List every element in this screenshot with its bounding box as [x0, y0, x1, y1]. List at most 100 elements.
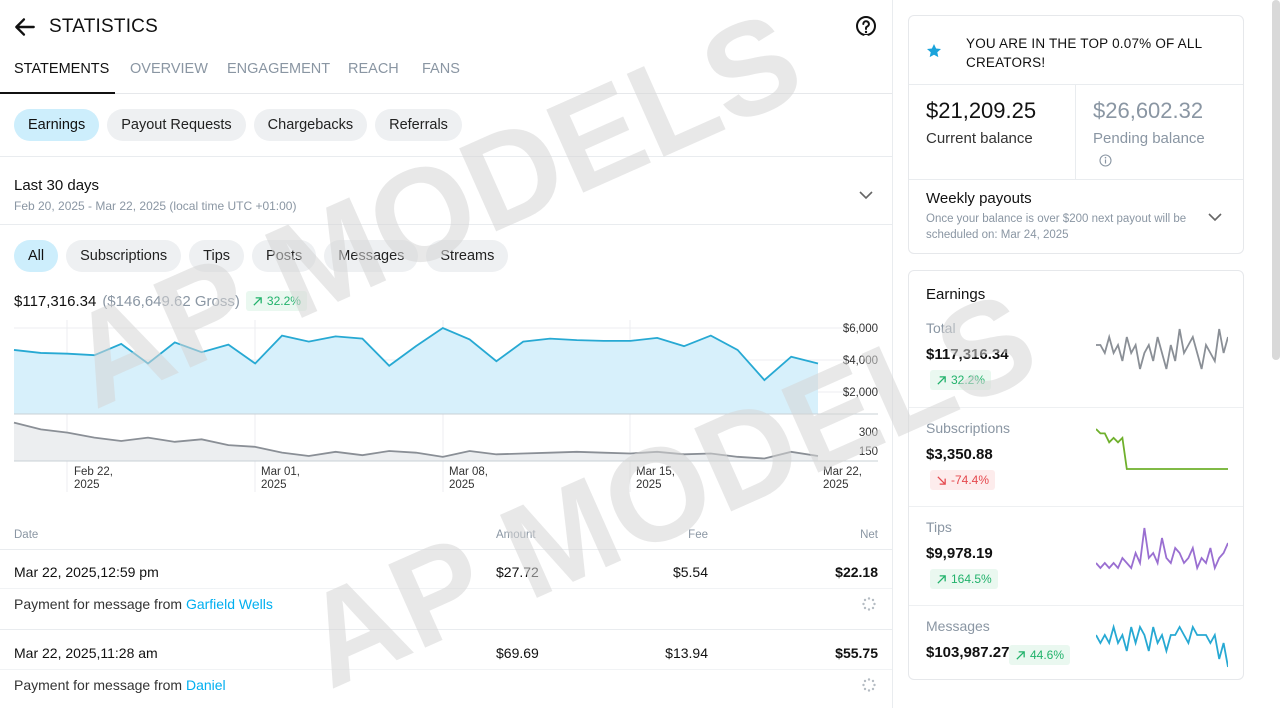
tab-reach[interactable]: REACH: [348, 61, 399, 77]
divider: [0, 629, 892, 630]
chip-referrals[interactable]: Referrals: [375, 109, 462, 141]
table-header: Date Amount Fee Net: [0, 529, 892, 549]
divider: [909, 84, 1243, 85]
change-badge: 164.5%: [930, 569, 998, 589]
metric-label: Total: [926, 320, 956, 336]
metric-value: $103,987.27: [926, 644, 1010, 661]
row-desc-text: Payment for message from: [14, 677, 186, 693]
filter-tips[interactable]: Tips: [189, 240, 245, 272]
top-bar: STATISTICS: [0, 0, 892, 54]
arrow-left-icon[interactable]: [12, 14, 38, 40]
loading-spinner-icon: [862, 678, 876, 692]
arrow-up-right-icon: [1016, 650, 1025, 660]
sparkline-path: [1096, 428, 1228, 470]
divider: [1075, 84, 1076, 179]
filter-posts[interactable]: Posts: [252, 240, 317, 272]
question-circle-icon[interactable]: [854, 15, 878, 39]
series-line: [13, 327, 819, 382]
period-selector[interactable]: Last 30 days Feb 20, 2025 - Mar 22, 2025…: [14, 177, 296, 213]
filter-messages[interactable]: Messages: [324, 240, 419, 272]
arrow-up-right-icon: [937, 375, 946, 385]
chevron-down-icon[interactable]: [1207, 212, 1223, 222]
tab-engagement[interactable]: ENGAGEMENT: [227, 61, 331, 77]
net-total: $117,316.34: [14, 292, 97, 310]
chip-earnings[interactable]: Earnings: [14, 109, 100, 141]
sparkline: [1096, 328, 1228, 370]
metric-tips[interactable]: Tips $9,978.19 164.5%: [909, 506, 1243, 605]
row-description: Payment for message from Daniel: [14, 677, 226, 693]
divider: [0, 588, 892, 589]
metric-total[interactable]: Total $117,316.34 32.2%: [909, 308, 1243, 407]
change-badge: 32.2%: [930, 370, 992, 390]
earnings-title: Earnings: [926, 286, 986, 303]
period-range: Feb 20, 2025 - Mar 22, 2025 (local time …: [14, 199, 297, 213]
tab-fans[interactable]: FANS: [422, 61, 460, 77]
tabs: STATEMENTS OVERVIEW ENGAGEMENT REACH FAN…: [0, 54, 892, 94]
row-description: Payment for message from Garfield Wells: [14, 596, 273, 612]
metric-label: Subscriptions: [926, 420, 1011, 436]
y-tick-label: $6,000: [843, 323, 878, 335]
row-date: Mar 22, 2025,12:59 pm: [14, 564, 159, 580]
chip-payout-requests[interactable]: Payout Requests: [107, 109, 246, 141]
x-tick-label: Feb 22,: [74, 466, 113, 478]
user-link[interactable]: Daniel: [185, 677, 226, 693]
weekly-payouts-title: Weekly payouts: [926, 190, 1032, 207]
info-icon[interactable]: [1099, 154, 1112, 167]
col-net: Net: [860, 529, 878, 541]
row-net: $22.18: [835, 564, 878, 580]
statement-type-chips: Earnings Payout Requests Chargebacks Ref…: [14, 109, 462, 141]
change-value: 32.2%: [266, 294, 301, 308]
current-balance-value: $21,209.25: [926, 98, 1037, 123]
x-tick-label: 2025: [74, 479, 100, 491]
x-tick-label: Mar 22,: [823, 466, 862, 478]
earnings-summary: $117,316.34 ($146,649.62 Gross) 32.2%: [14, 291, 307, 311]
active-tab-indicator: [0, 92, 115, 94]
sparkline: [1096, 428, 1228, 470]
filter-subscriptions[interactable]: Subscriptions: [66, 240, 182, 272]
change-badge: 44.6%: [1009, 645, 1071, 665]
change-value: 32.2%: [951, 373, 986, 387]
pending-balance: $26,602.32 Pending balance: [1093, 98, 1205, 147]
x-tick-label: 2025: [823, 479, 849, 491]
x-tick-label: Mar 15,: [636, 466, 675, 478]
y-tick-label: $4,000: [843, 355, 878, 367]
chevron-down-icon[interactable]: [858, 190, 874, 200]
change-value: -74.4%: [951, 473, 990, 487]
tab-overview[interactable]: OVERVIEW: [130, 61, 208, 77]
filter-streams[interactable]: Streams: [426, 240, 509, 272]
sparkline: [1096, 527, 1228, 571]
row-date: Mar 22, 2025,11:28 am: [14, 645, 158, 661]
period-label: Last 30 days: [14, 177, 100, 194]
row-fee: $5.54: [672, 564, 708, 580]
weekly-payouts-text: Once your balance is over $200 next payo…: [926, 213, 1187, 241]
change-value: 44.6%: [1030, 648, 1065, 662]
divider: [0, 224, 892, 225]
row-fee: $13.94: [665, 645, 708, 661]
chip-chargebacks[interactable]: Chargebacks: [253, 109, 368, 141]
user-link[interactable]: Garfield Wells: [185, 596, 273, 612]
arrow-down-right-icon: [937, 475, 946, 485]
metric-messages[interactable]: Messages $103,987.27 44.6%: [909, 605, 1243, 704]
loading-spinner-icon: [862, 597, 876, 611]
metric-label: Messages: [926, 618, 990, 634]
filter-all[interactable]: All: [14, 240, 59, 272]
top-creator-message: YOU ARE IN THE TOP 0.07% OF ALL CREATORS…: [966, 36, 1202, 70]
metric-subscriptions[interactable]: Subscriptions $3,350.88 -74.4%: [909, 407, 1243, 506]
col-date: Date: [14, 529, 39, 541]
sparkline: [1096, 623, 1228, 668]
series-area: [14, 328, 818, 414]
current-balance: $21,209.25 Current balance: [926, 98, 1036, 147]
x-tick-label: 2025: [261, 479, 287, 491]
divider: [0, 156, 892, 157]
balance-card: YOU ARE IN THE TOP 0.07% OF ALL CREATORS…: [908, 15, 1244, 254]
scrollbar[interactable]: [1272, 0, 1280, 360]
change-badge: -74.4%: [930, 470, 996, 490]
y-tick-label: 300: [859, 427, 878, 439]
change-value: 164.5%: [951, 572, 992, 586]
tab-statements[interactable]: STATEMENTS: [14, 61, 110, 77]
divider: [909, 179, 1243, 180]
source-filter-chips: All Subscriptions Tips Posts Messages St…: [14, 240, 509, 272]
row-amount: $27.72: [496, 564, 539, 580]
current-balance-label: Current balance: [926, 130, 1033, 147]
